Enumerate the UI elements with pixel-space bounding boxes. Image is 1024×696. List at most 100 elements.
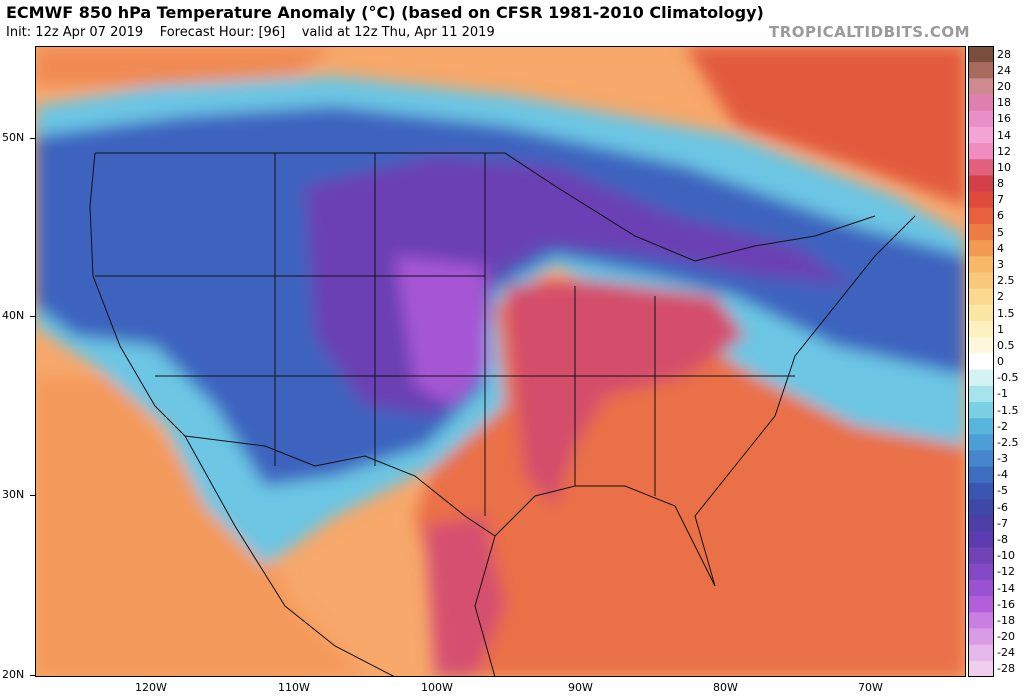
colorbar-swatch bbox=[968, 94, 994, 112]
lon-label-110w: 110W bbox=[278, 681, 310, 694]
colorbar-swatch bbox=[968, 191, 994, 209]
colorbar-label: -8 bbox=[997, 533, 1008, 546]
colorbar-swatch bbox=[968, 482, 994, 500]
colorbar-swatch bbox=[968, 499, 994, 516]
colorbar-swatch bbox=[968, 256, 994, 274]
colorbar-swatch bbox=[968, 579, 994, 597]
valid-time: valid at 12z Thu, Apr 11 2019 bbox=[301, 25, 495, 40]
colorbar-swatch bbox=[968, 321, 994, 338]
colorbar-swatch bbox=[968, 466, 994, 484]
colorbar-label: -14 bbox=[997, 581, 1015, 595]
colorbar-swatch bbox=[968, 126, 994, 144]
colorbar-label: -24 bbox=[997, 646, 1015, 660]
colorbar-swatch bbox=[968, 62, 994, 79]
colorbar-swatch bbox=[968, 596, 994, 613]
colorbar-label: 28 bbox=[997, 47, 1011, 61]
colorbar-label: -2 bbox=[997, 419, 1008, 433]
cold-anomaly-region bbox=[35, 106, 966, 486]
colorbar-label: 1.5 bbox=[997, 306, 1015, 320]
lat-label-50n: 50N bbox=[2, 131, 25, 144]
colorbar-label: 4 bbox=[997, 241, 1004, 255]
colorbar-label: 1 bbox=[997, 322, 1004, 336]
colorbar-swatch bbox=[968, 612, 994, 629]
warm-nw-pacific bbox=[35, 46, 335, 86]
colorbar-label: 16 bbox=[997, 112, 1011, 126]
us-canada-border bbox=[95, 152, 876, 262]
colorbar-label: -4 bbox=[997, 468, 1008, 482]
lat-label-40n: 40N bbox=[2, 309, 25, 322]
lon-label-80w: 80W bbox=[713, 681, 738, 694]
cold-core-plains bbox=[395, 256, 490, 406]
colorbar-swatch bbox=[968, 175, 994, 193]
warm-core-mexico bbox=[425, 516, 505, 677]
lon-label-90w: 90W bbox=[568, 681, 593, 694]
us-mexico-border bbox=[184, 435, 496, 537]
forecast-hour: Forecast Hour: [96] bbox=[159, 25, 286, 40]
warm-core-mississippi bbox=[505, 281, 745, 506]
mexico-gulf-coast bbox=[474, 535, 496, 677]
colorbar-label: 0.5 bbox=[997, 338, 1015, 352]
colorbar-label: 7 bbox=[997, 193, 1004, 207]
colorbar-swatch bbox=[968, 304, 994, 322]
init-time: Init: 12z Apr 07 2019 bbox=[6, 25, 144, 40]
colorbar-swatch bbox=[968, 78, 994, 96]
tick-50n bbox=[30, 138, 35, 139]
colorbar-label: -1 bbox=[997, 387, 1008, 401]
colorbar-swatch bbox=[968, 46, 994, 63]
colorbar-label: 0 bbox=[997, 355, 1004, 368]
boundaries bbox=[89, 152, 916, 677]
colorbar-label: -10 bbox=[997, 549, 1015, 563]
colorbar-swatch bbox=[968, 385, 994, 403]
colorbar-label: 5 bbox=[997, 225, 1004, 239]
map-frame bbox=[35, 46, 966, 677]
colorbar-label: -2.5 bbox=[997, 435, 1019, 449]
colorbar-swatch bbox=[968, 288, 994, 306]
colorbar-swatch bbox=[968, 515, 994, 532]
colorbar-label: 6 bbox=[997, 209, 1004, 223]
colorbar-swatch bbox=[968, 660, 994, 677]
colorbar-swatch bbox=[968, 563, 994, 581]
gulf-coast bbox=[494, 215, 916, 587]
colorbar-label: -3 bbox=[997, 452, 1008, 466]
brand-watermark: TROPICALTIDBITS.COM bbox=[769, 23, 970, 41]
colorbar-swatch bbox=[968, 418, 994, 435]
colorbar-label: -12 bbox=[997, 565, 1015, 579]
colorbar-label: -16 bbox=[997, 597, 1015, 611]
colorbar-swatch bbox=[968, 223, 994, 241]
colorbar-label: -6 bbox=[997, 500, 1008, 514]
lon-label-70w: 70W bbox=[858, 681, 883, 694]
colorbar-swatch bbox=[968, 450, 994, 468]
colorbar-swatch bbox=[968, 531, 994, 549]
colorbar-swatch bbox=[968, 353, 994, 371]
colorbar-label: 14 bbox=[997, 128, 1011, 142]
lon-label-100w: 100W bbox=[421, 681, 453, 694]
colorbar-label: 24 bbox=[997, 63, 1011, 77]
us-west-coast bbox=[89, 152, 186, 437]
lon-label-120w: 120W bbox=[135, 681, 167, 694]
colorbar-swatch bbox=[968, 369, 994, 387]
colorbar-swatch bbox=[968, 401, 994, 419]
mexico-outline bbox=[184, 435, 396, 677]
colorbar-swatch bbox=[968, 644, 994, 662]
lat-label-30n: 30N bbox=[2, 488, 25, 501]
colorbar-label: 10 bbox=[997, 160, 1011, 174]
colorbar-label: -7 bbox=[997, 516, 1008, 530]
colorbar-label: 3 bbox=[997, 257, 1004, 271]
colorbar-swatch bbox=[968, 337, 994, 354]
anomaly-map bbox=[35, 46, 966, 677]
colorbar-swatch bbox=[968, 207, 994, 225]
colorbar-label: 8 bbox=[997, 177, 1004, 190]
colorbar-swatch bbox=[968, 628, 994, 646]
colorbar-swatch bbox=[968, 434, 994, 451]
tick-30n bbox=[30, 495, 35, 496]
colorbar-swatch bbox=[968, 547, 994, 565]
colorbar-swatch bbox=[968, 143, 994, 160]
colorbar-label: -0.5 bbox=[997, 371, 1019, 385]
colorbar-swatch bbox=[968, 159, 994, 176]
map-subtitle: Init: 12z Apr 07 2019 Forecast Hour: [96… bbox=[6, 25, 495, 40]
colorbar-label: -20 bbox=[997, 630, 1015, 644]
colorbar-label: 20 bbox=[997, 79, 1011, 93]
colorbar-label: -1.5 bbox=[997, 403, 1019, 417]
colorbar-label: -28 bbox=[997, 662, 1015, 676]
colorbar-label: 18 bbox=[997, 96, 1011, 110]
